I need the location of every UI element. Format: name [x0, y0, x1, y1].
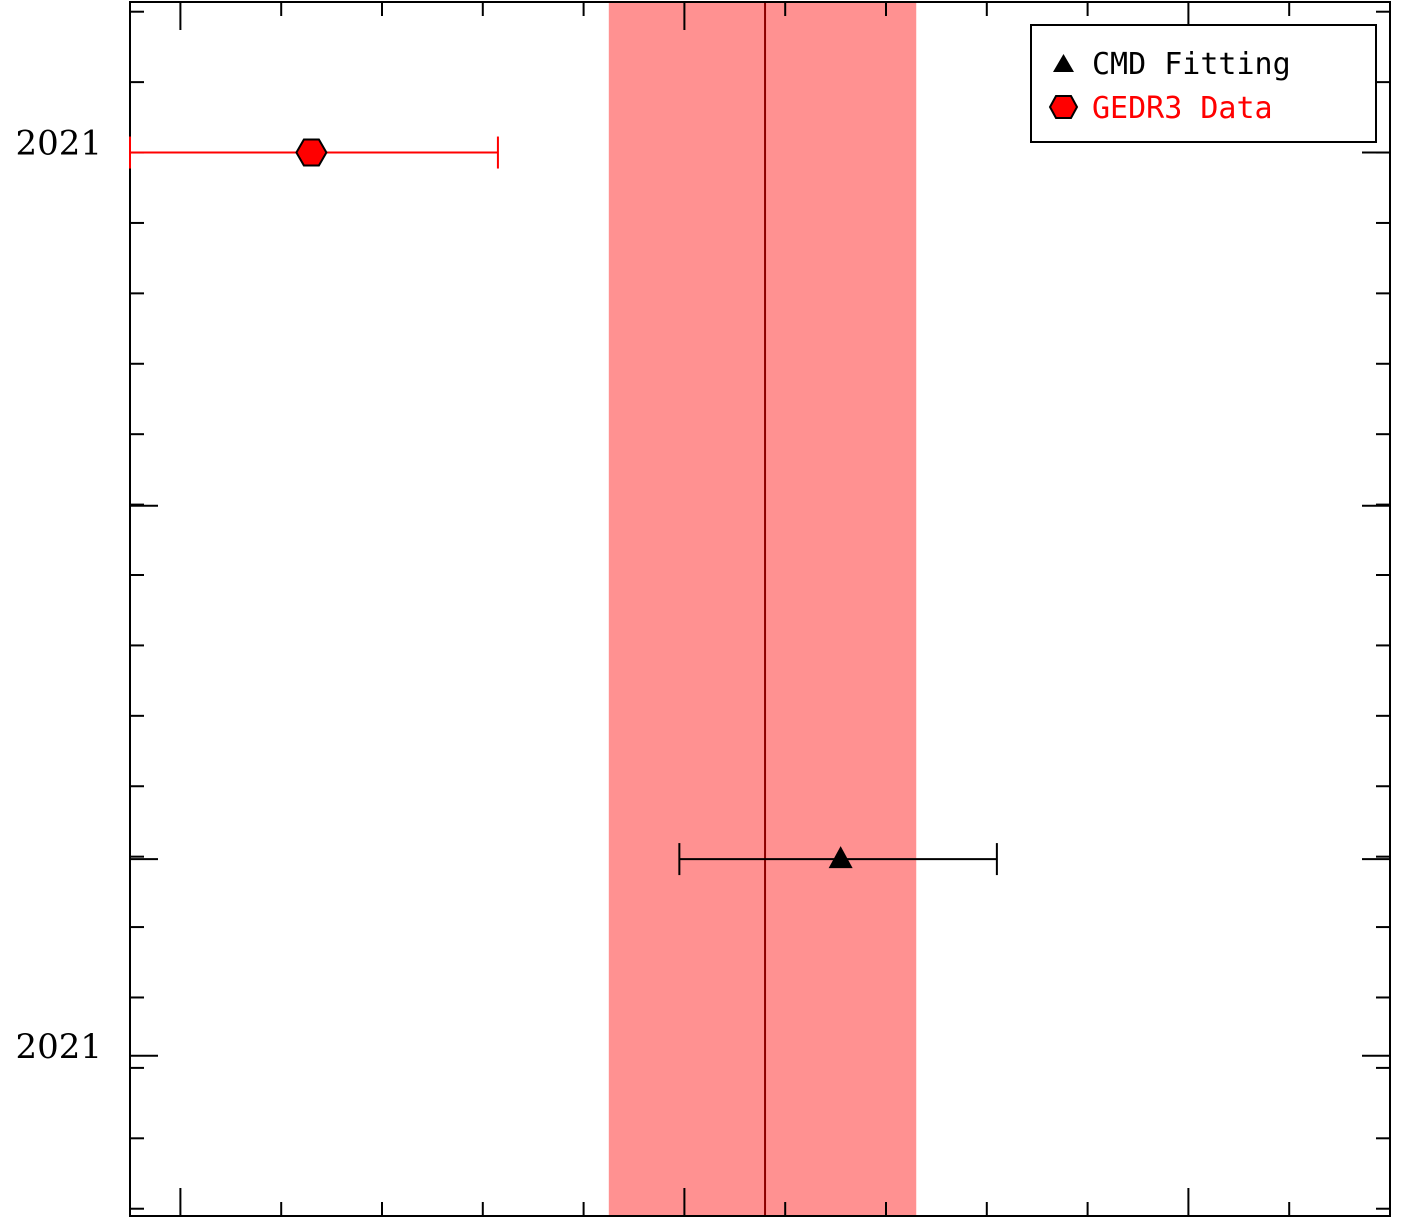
legend-label-cmd-fitting: CMD Fitting — [1092, 47, 1291, 82]
y-tick-label-3: 2021 — [15, 1027, 102, 1067]
series-layer — [129, 136, 998, 876]
y-tick-label-0: 2021 — [15, 124, 102, 164]
legend-marker-cmd-fitting — [1053, 54, 1074, 72]
band-layer — [608, 2, 917, 1216]
legend-marker-gedr3-data — [1048, 95, 1079, 119]
series-0-point-0-marker — [828, 846, 853, 869]
series-1-point-0-marker — [295, 138, 328, 167]
legend-label-gedr3-data: GEDR3 Data — [1092, 91, 1273, 126]
legend: CMD Fitting GEDR3 Data — [1030, 24, 1377, 143]
plot-frame — [129, 1, 1391, 1217]
shaded-band — [608, 2, 917, 1216]
legend-box — [1030, 24, 1377, 143]
axis-layer: 2021 2021 — [15, 1, 1391, 1217]
